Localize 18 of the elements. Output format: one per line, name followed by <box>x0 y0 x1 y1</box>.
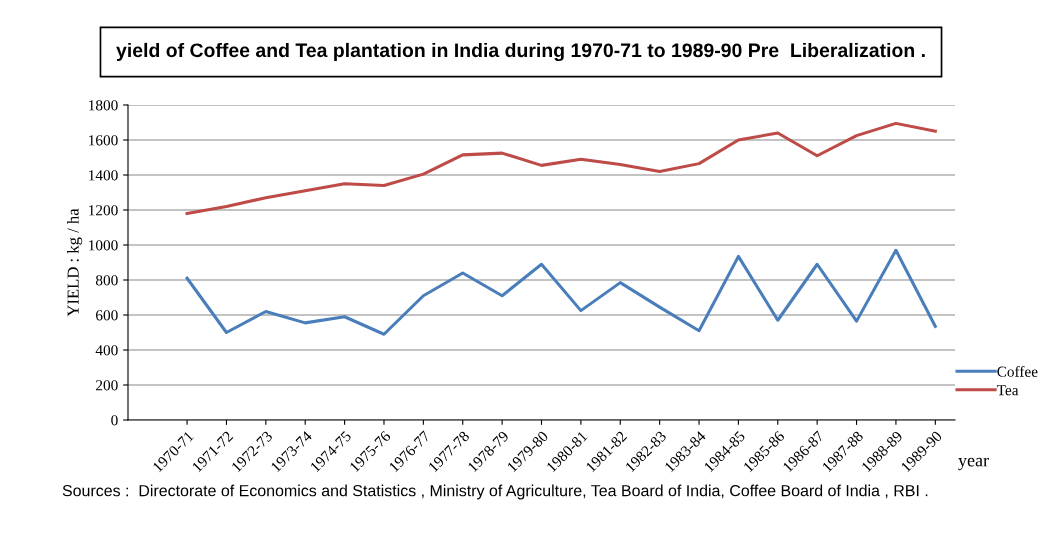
y-tick-label: 1600 <box>89 135 118 146</box>
y-tick-label: 600 <box>96 310 118 321</box>
legend-label: Coffee <box>997 365 1038 377</box>
y-tick-label: 200 <box>96 380 118 391</box>
source-note: Sources : Directorate of Economics and Statistics , Ministry of Agriculture, Tea Board of India, Coffee Board of India , RBI . <box>62 484 928 500</box>
chart-title: yield of Coffee and Tea plantation in India during 1970-71 to 1989-90 Pre Liberalization . <box>116 42 925 62</box>
y-tick-label: 800 <box>95 275 118 286</box>
y-tick-label: 400 <box>95 345 118 356</box>
line-series <box>185 121 937 216</box>
line-series <box>185 248 937 336</box>
y-tick-label: 0 <box>111 415 118 426</box>
y-tick-label: 1400 <box>89 170 118 181</box>
x-axis-title: year <box>958 457 989 471</box>
y-axis-title: YIELD : kg / ha <box>67 208 83 317</box>
y-tick-label: 1800 <box>89 100 118 111</box>
legend-label: Tea <box>996 385 1019 396</box>
y-tick-label: 1000 <box>89 240 118 251</box>
y-tick-label: 1200 <box>89 205 118 216</box>
